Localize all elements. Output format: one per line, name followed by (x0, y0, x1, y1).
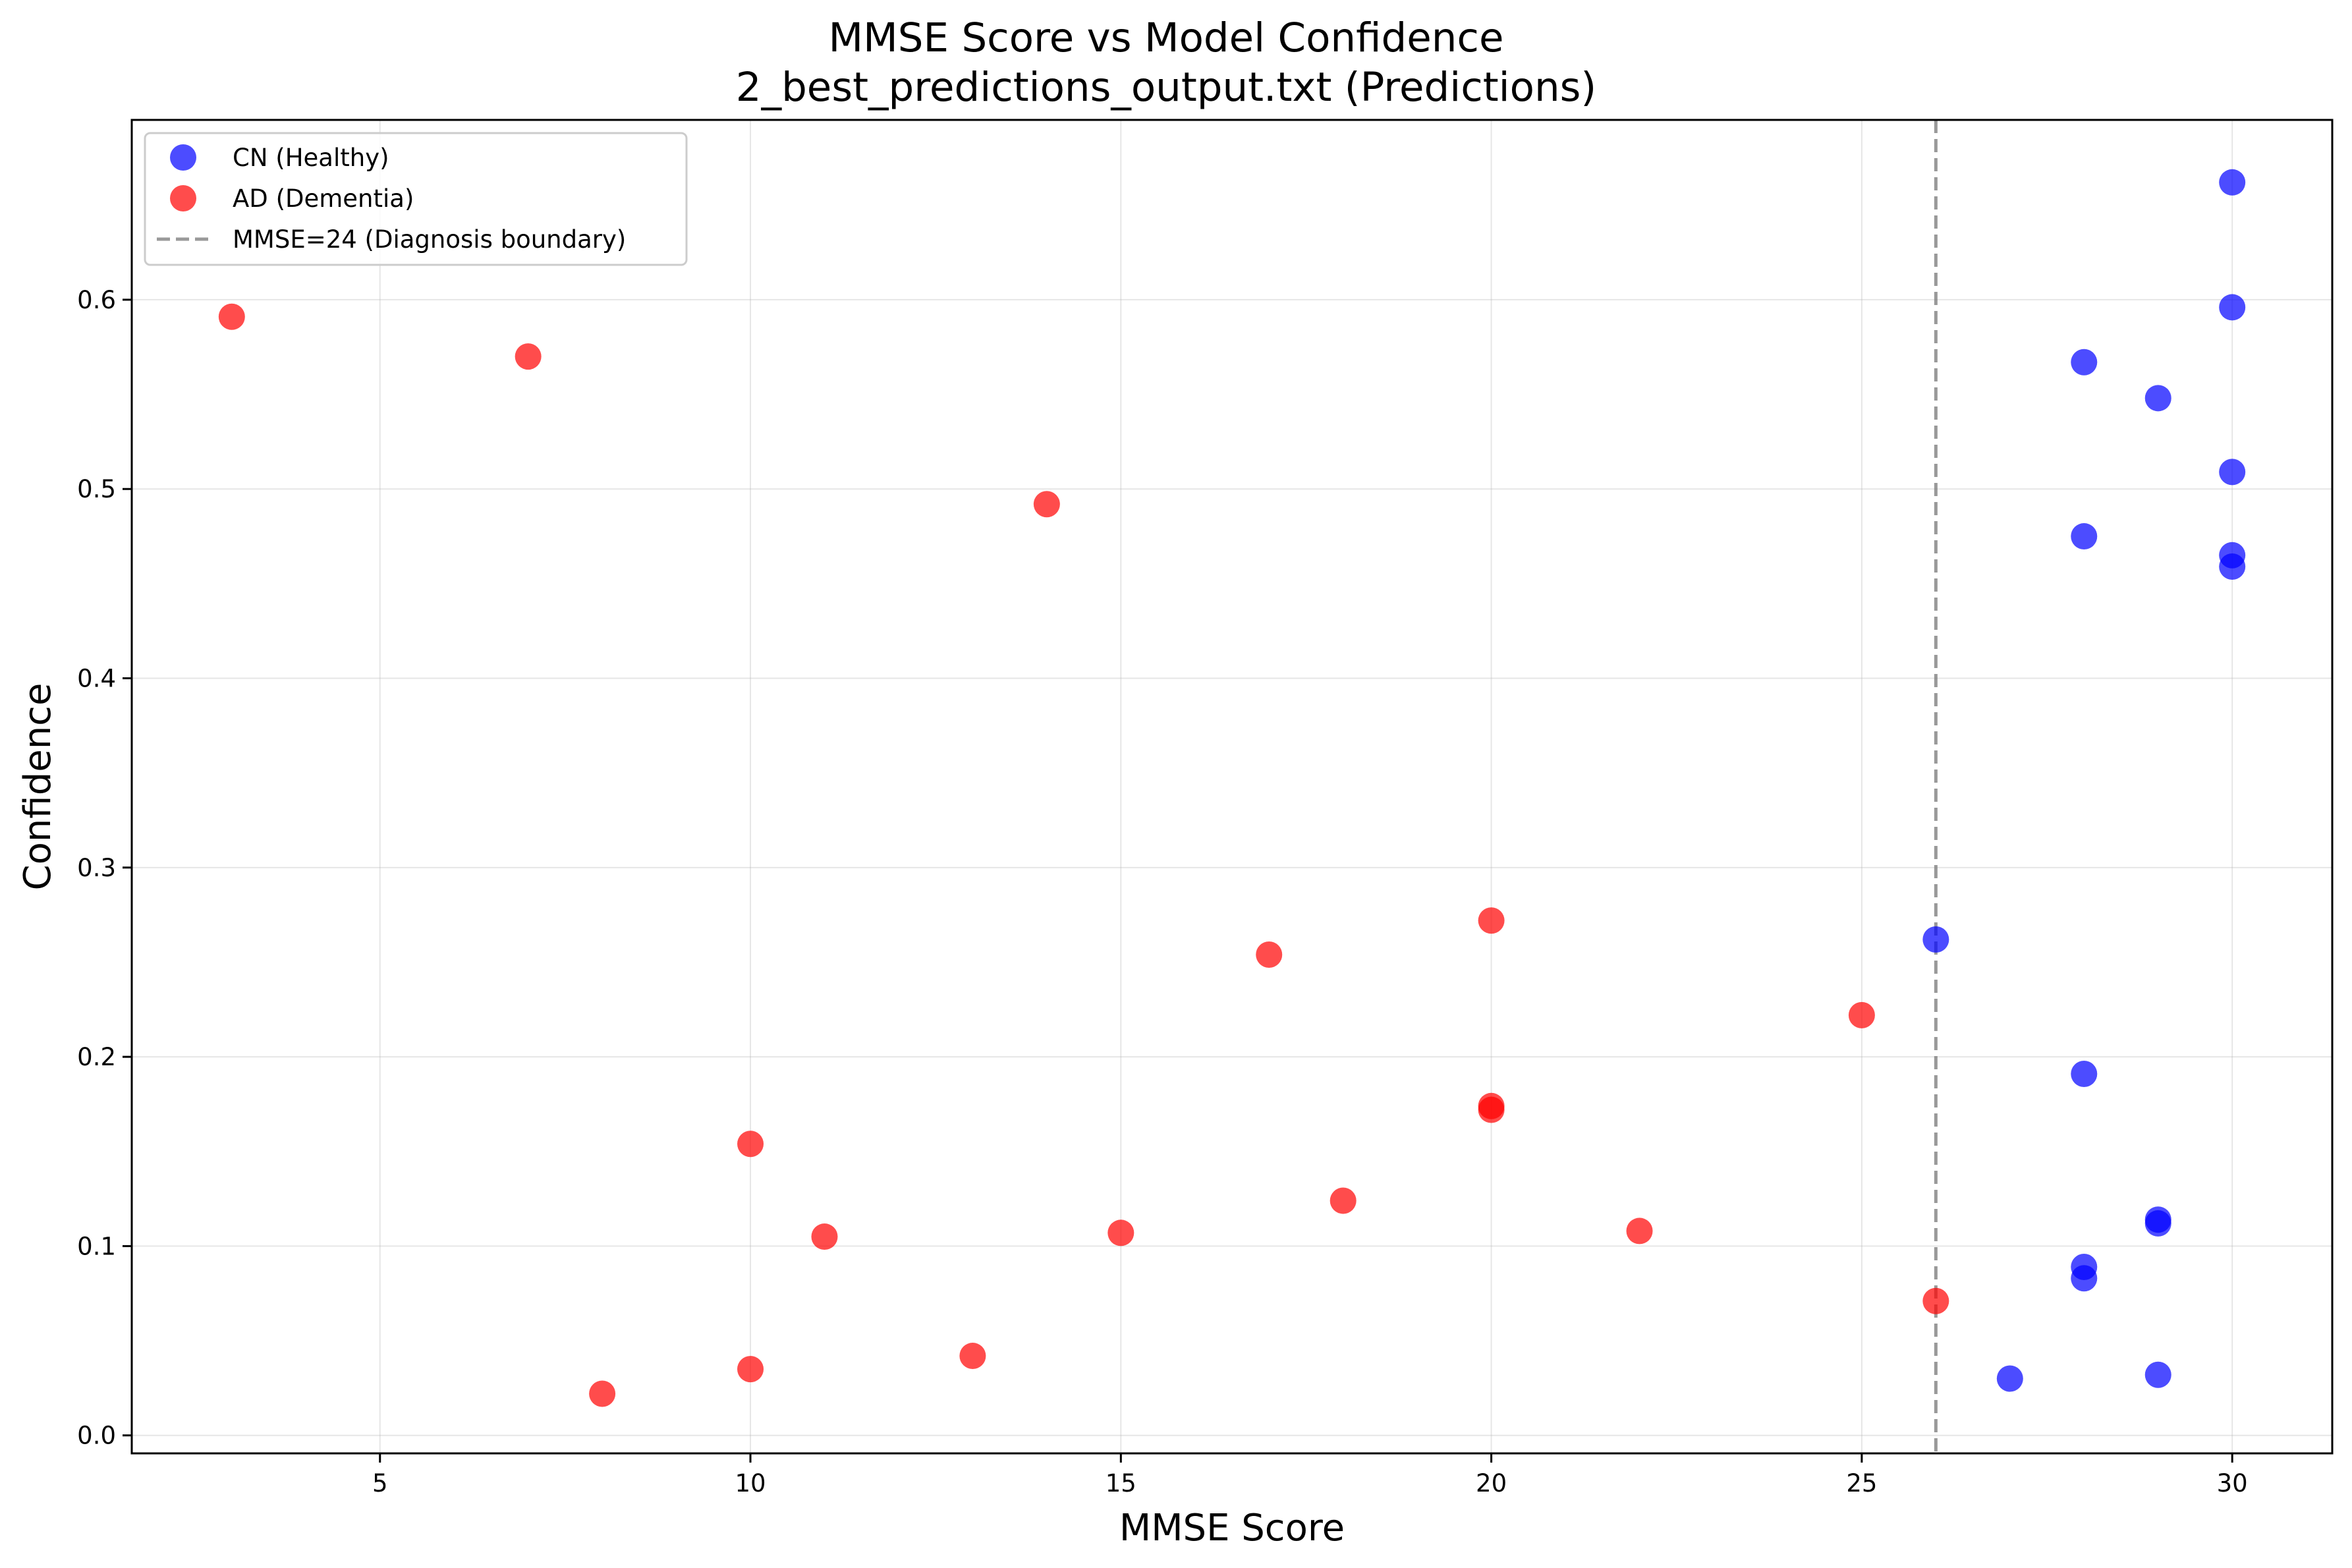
y-tick-label: 0.4 (77, 665, 116, 693)
ad-point (737, 1131, 764, 1158)
chart-title: MMSE Score vs Model Confidence (829, 14, 1504, 61)
cn-point (2219, 294, 2246, 321)
ad-point (1478, 907, 1505, 934)
cn-point (2144, 1210, 2171, 1237)
cn-point (2144, 385, 2171, 412)
cn-point (2219, 169, 2246, 196)
ad-point (1478, 1096, 1505, 1123)
cn-point (2144, 1361, 2171, 1388)
cn-point (2071, 349, 2098, 376)
cn-point (2071, 1265, 2098, 1292)
legend-marker-ad (170, 185, 196, 211)
data-points (218, 169, 2246, 1407)
cn-point (2071, 1060, 2098, 1087)
ad-point (1848, 1001, 1875, 1028)
ad-point (1107, 1219, 1134, 1246)
ad-point (1626, 1218, 1653, 1245)
legend-box (144, 132, 688, 266)
x-axis-label: MMSE Score (1119, 1507, 1345, 1550)
y-tick-label: 0.6 (77, 286, 116, 314)
legend: CN (Healthy) AD (Dementia) MMSE=24 (Diag… (144, 132, 688, 266)
x-tick-label: 25 (1846, 1469, 1877, 1498)
legend-label-ad: AD (Dementia) (233, 184, 414, 213)
x-tick-label: 5 (372, 1469, 388, 1498)
grid-lines (132, 120, 2332, 1453)
ad-point (811, 1223, 838, 1250)
y-axis-label: Confidence (16, 683, 59, 891)
ad-point (589, 1380, 616, 1407)
ad-point (1256, 941, 1283, 968)
ad-point (515, 343, 542, 370)
legend-marker-cn (170, 144, 196, 171)
legend-label-cn: CN (Healthy) (233, 144, 389, 172)
ad-point (1330, 1187, 1357, 1214)
y-tick-label: 0.3 (77, 854, 116, 882)
ad-point (218, 303, 245, 330)
y-axis-ticks: 0.0 0.1 0.2 0.3 0.4 0.5 0.6 (77, 286, 132, 1450)
ad-point (959, 1343, 986, 1370)
x-tick-label: 20 (1476, 1469, 1507, 1498)
legend-label-boundary: MMSE=24 (Diagnosis boundary) (233, 225, 626, 254)
cn-point (1922, 926, 1949, 953)
cn-point (2071, 523, 2098, 550)
chart-subtitle: 2_best_predictions_output.txt (Predictio… (736, 64, 1596, 111)
y-tick-label: 0.5 (77, 475, 116, 503)
ad-point (1922, 1287, 1949, 1314)
plot-area-frame (130, 119, 2334, 1455)
x-tick-label: 10 (735, 1469, 766, 1498)
y-tick-label: 0.0 (77, 1422, 116, 1450)
x-axis-ticks: 5 10 15 20 25 30 (372, 1453, 2248, 1498)
x-tick-label: 15 (1106, 1469, 1136, 1498)
cn-point (1996, 1365, 2023, 1392)
cn-point (2219, 553, 2246, 580)
y-tick-label: 0.1 (77, 1232, 116, 1260)
cn-point (2219, 459, 2246, 486)
ad-point (737, 1356, 764, 1383)
y-tick-label: 0.2 (77, 1043, 116, 1071)
x-tick-label: 30 (2217, 1469, 2248, 1498)
ad-point (1033, 491, 1060, 518)
